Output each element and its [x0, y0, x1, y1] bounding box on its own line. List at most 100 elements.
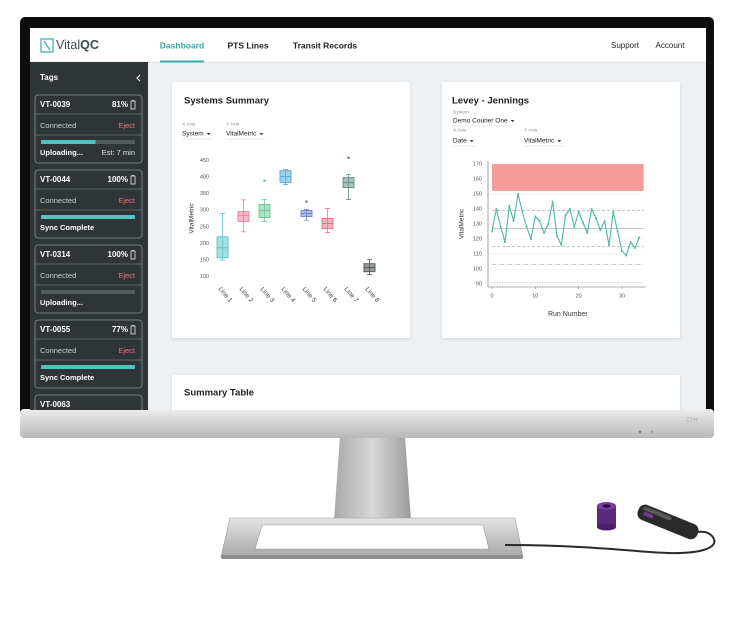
- tag-card-frame: [34, 169, 143, 239]
- point: [551, 200, 554, 203]
- header-link[interactable]: Account: [656, 41, 686, 50]
- point: [625, 254, 628, 257]
- dropdown-caret: [469, 140, 474, 143]
- y-tick-label: 400: [200, 174, 209, 180]
- control-value[interactable]: VitalMetric: [226, 131, 257, 138]
- y-tick-label: 350: [200, 191, 209, 197]
- tag-eject[interactable]: Eject: [118, 121, 136, 130]
- point: [503, 241, 506, 243]
- tag-id: VT-0044: [40, 175, 71, 184]
- y-tick-label: 140: [473, 206, 482, 212]
- y-tick-label: 200: [200, 241, 209, 247]
- tag-card-frame: [34, 394, 143, 410]
- header: [30, 28, 706, 62]
- brand: VitalQC: [56, 38, 99, 52]
- tag-card[interactable]: VT-0055 77% Connected Eject Sync Complete: [34, 319, 143, 389]
- tag-card-frame: [34, 319, 143, 389]
- control-value[interactable]: Demo Courier One: [453, 118, 508, 125]
- point: [594, 217, 597, 219]
- tag-id: VT-0039: [40, 100, 71, 109]
- control-label: System: [453, 109, 469, 115]
- point: [612, 211, 615, 213]
- tag-card[interactable]: VT-0314 100% Connected Eject Uploading...: [34, 244, 143, 314]
- screen: VitalQC Dashboard PTS Lines Transit Record…: [30, 28, 706, 463]
- tag-battery: 81%: [112, 100, 128, 109]
- x-tick-label: 30: [619, 293, 625, 299]
- point: [607, 244, 610, 246]
- outlier: [305, 200, 308, 203]
- tag-battery: 77%: [112, 325, 128, 334]
- control-value[interactable]: VitalMetric: [524, 138, 555, 145]
- sidebar: [30, 62, 148, 410]
- point: [499, 226, 502, 228]
- brand-light: Vital: [56, 38, 80, 52]
- card-title: Levey - Jennings: [452, 96, 529, 107]
- dropdown-caret: [259, 133, 264, 136]
- card: [172, 375, 680, 410]
- tag-card-frame: [34, 244, 143, 314]
- point: [581, 221, 584, 224]
- point: [538, 220, 541, 222]
- x-tick-label: 0: [490, 293, 493, 299]
- tag-id: VT-0055: [40, 325, 71, 334]
- tag-eject[interactable]: Eject: [118, 196, 136, 205]
- battery-tip: [132, 100, 134, 101]
- tag-eject[interactable]: Eject: [118, 271, 136, 280]
- point: [529, 238, 532, 240]
- chin: [20, 409, 714, 438]
- tag-card[interactable]: VT-0063: [34, 394, 143, 463]
- point: [508, 205, 511, 207]
- control-value[interactable]: System: [182, 131, 204, 138]
- header-link[interactable]: Support: [611, 41, 640, 50]
- battery-tip: [132, 325, 134, 326]
- y-tick-label: 120: [473, 236, 482, 242]
- logo-box: [40, 38, 54, 53]
- point: [616, 230, 619, 233]
- x-tick-label: 20: [576, 293, 582, 299]
- point: [586, 232, 589, 234]
- point: [560, 244, 563, 246]
- point: [491, 230, 493, 233]
- tag-card-frame: [34, 94, 143, 164]
- x-tick-label: 10: [532, 293, 538, 299]
- outlier: [347, 156, 350, 159]
- y-tick-label: 90: [476, 281, 482, 287]
- tag-status: Connected: [40, 271, 76, 280]
- tag-eject[interactable]: Eject: [118, 346, 136, 355]
- tag-id: VT-0063: [40, 400, 71, 409]
- progress-eta: Est: 7 min: [102, 148, 135, 157]
- nav-link[interactable]: Dashboard: [160, 40, 204, 50]
- indicator: [650, 430, 654, 434]
- progress-track: [41, 290, 135, 294]
- nav-link[interactable]: Transit Records: [293, 40, 358, 50]
- reader-device: [637, 504, 699, 540]
- battery-tip: [132, 250, 134, 251]
- card: [442, 82, 680, 338]
- point: [590, 208, 593, 210]
- stand-neck: [334, 436, 411, 520]
- box: [237, 211, 250, 222]
- y-tick-label: 100: [200, 274, 209, 280]
- tag-battery: 100%: [108, 175, 128, 184]
- control-value[interactable]: Date: [453, 138, 467, 145]
- sidebar-collapse[interactable]: [136, 74, 141, 82]
- point: [568, 208, 571, 210]
- card: [172, 82, 410, 338]
- point: [534, 215, 537, 218]
- tag-card[interactable]: VT-0039 81% Connected Eject Uploading... Est:…: [34, 94, 143, 164]
- point: [564, 214, 567, 216]
- point: [577, 211, 580, 213]
- point: [599, 229, 602, 231]
- dropdown-caret: [557, 140, 562, 143]
- y-tick-label: 150: [200, 258, 209, 264]
- tag-card[interactable]: VT-0044 100% Connected Eject Sync Complete: [34, 169, 143, 239]
- nav-link[interactable]: PTS Lines: [227, 40, 268, 50]
- y-tick-label: 130: [473, 221, 482, 227]
- card-title: Summary Table: [184, 388, 254, 399]
- line-chart: Levey - Jennings System Demo Courier One X …: [452, 96, 646, 318]
- cap-hole: [602, 504, 611, 508]
- tag-status: Connected: [40, 121, 76, 130]
- progress-fill: [41, 215, 135, 219]
- card-title: Systems Summary: [184, 96, 270, 107]
- brand-bold: QC: [80, 38, 99, 52]
